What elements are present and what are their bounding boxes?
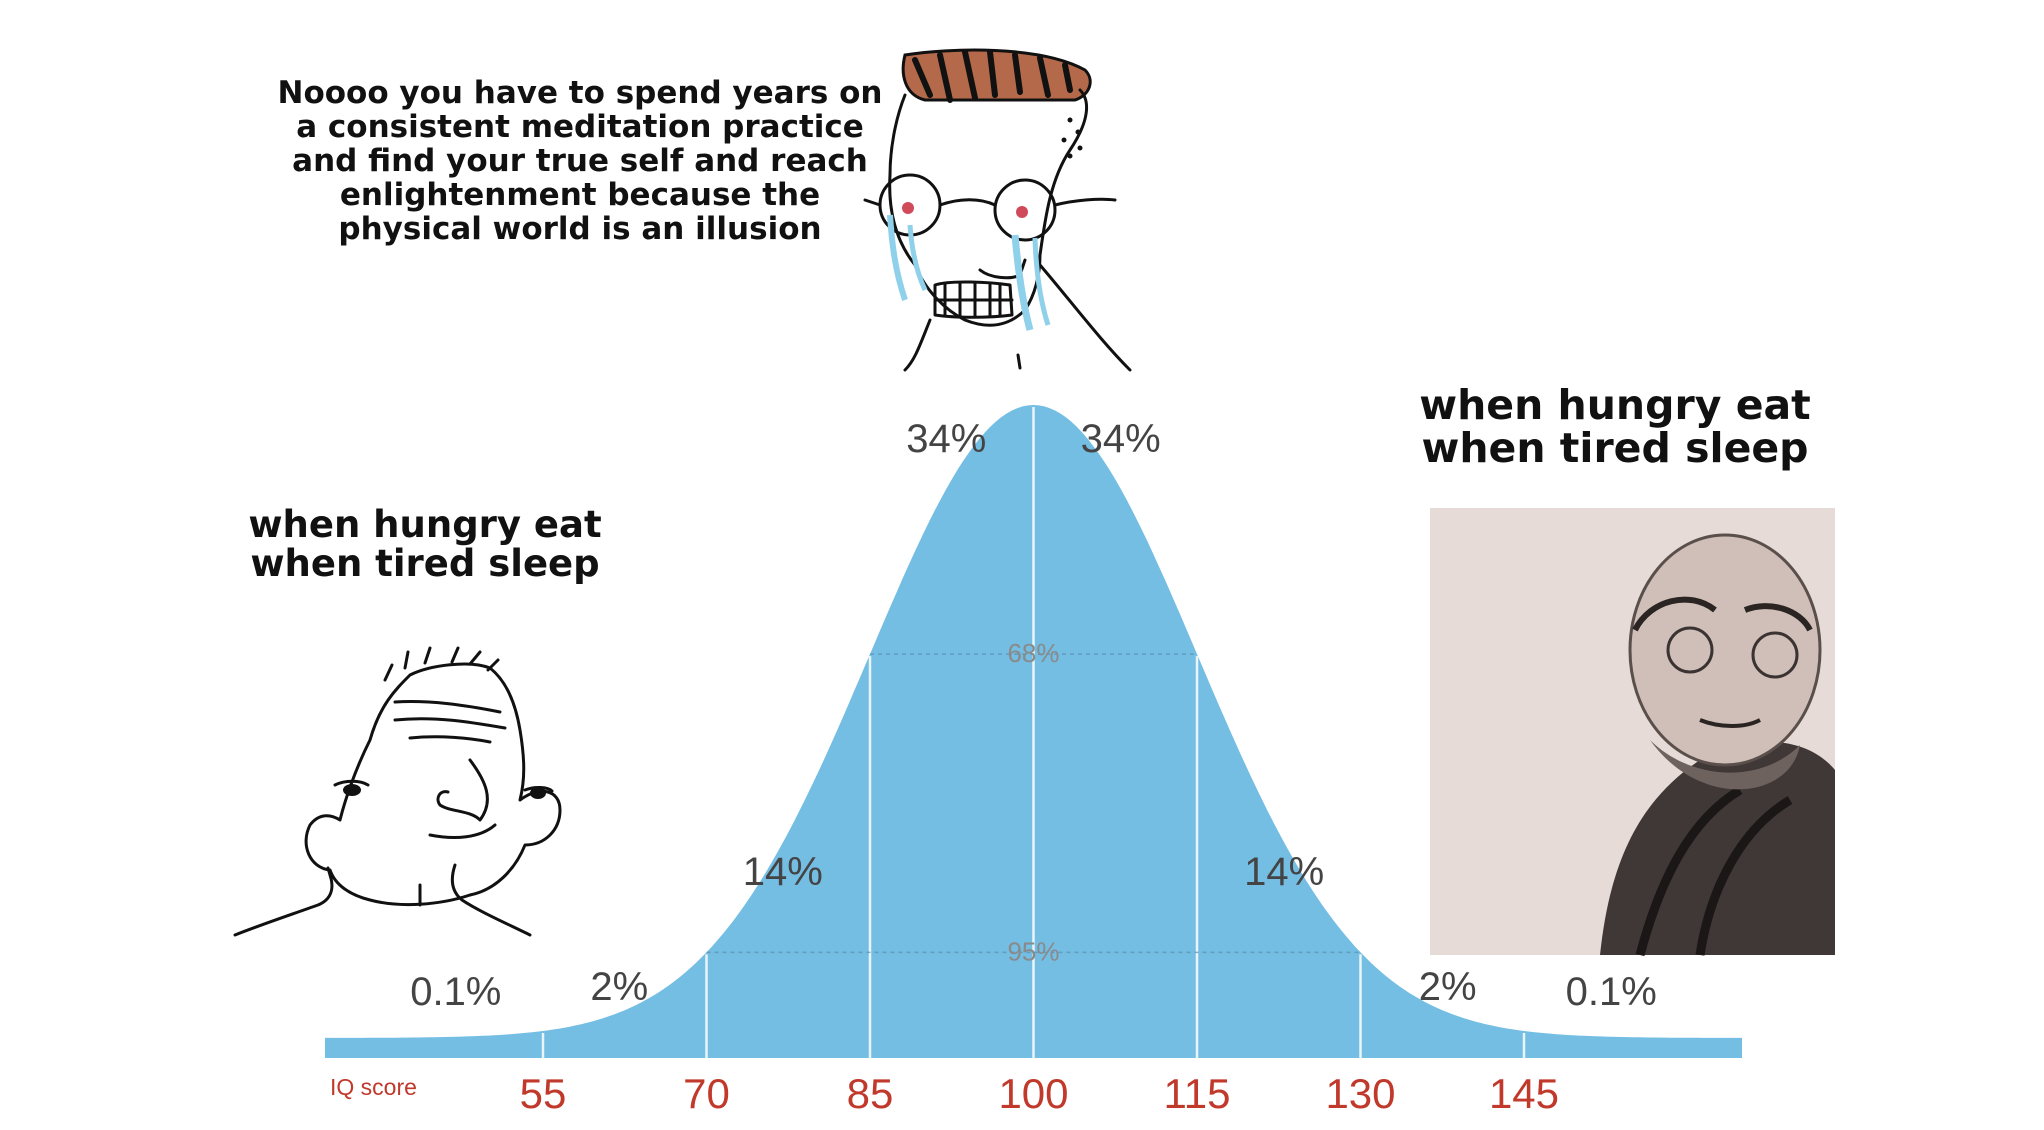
crying-wojak-glasses-icon xyxy=(863,48,1132,372)
x-tick-label: 100 xyxy=(998,1070,1068,1117)
right-caption-line: when hungry eat xyxy=(1419,381,1811,429)
x-tick-label: 130 xyxy=(1325,1070,1395,1117)
left-caption-line: when hungry eat xyxy=(248,503,602,546)
band-percent-label: 0.1% xyxy=(410,970,501,1014)
band-percent-label: 0.1% xyxy=(1566,970,1657,1014)
left-caption: when hungry eat when tired sleep xyxy=(225,505,625,583)
middle-caption-line: a consistent meditation practice xyxy=(296,109,864,145)
wojak-simple-face-icon xyxy=(233,646,562,937)
x-tick-label: 55 xyxy=(520,1070,567,1117)
middle-caption-line: enlightenment because the xyxy=(339,177,821,213)
right-caption: when hungry eat when tired sleep xyxy=(1405,384,1825,470)
left-eye-icon xyxy=(343,784,361,796)
band-percent-label: 34% xyxy=(1081,417,1161,461)
x-axis-label: IQ score xyxy=(330,1074,417,1100)
band-percent-label: 14% xyxy=(1244,850,1324,894)
band-percent-label: 34% xyxy=(906,417,986,461)
x-tick-label: 145 xyxy=(1489,1070,1559,1117)
middle-caption-line: and find your true self and reach xyxy=(292,143,868,179)
range-percent-label: 95% xyxy=(1007,936,1059,966)
x-tick-label: 85 xyxy=(847,1070,894,1117)
right-eye-icon xyxy=(530,787,546,799)
middle-caption-line: Noooo you have to spend years on xyxy=(277,75,883,111)
middle-caption: Noooo you have to spend years on a consi… xyxy=(270,76,890,246)
range-percent-label: 68% xyxy=(1007,638,1059,668)
band-percent-label: 2% xyxy=(590,965,648,1009)
band-percent-label: 14% xyxy=(743,850,823,894)
zen-monk-painting-icon xyxy=(1430,508,1835,957)
left-caption-line: when tired sleep xyxy=(250,542,600,585)
x-tick-label: 115 xyxy=(1164,1070,1231,1117)
band-percent-label: 2% xyxy=(1419,965,1477,1009)
x-tick-label: 70 xyxy=(683,1070,730,1117)
middle-caption-line: physical world is an illusion xyxy=(338,211,822,247)
right-caption-line: when tired sleep xyxy=(1421,424,1809,472)
